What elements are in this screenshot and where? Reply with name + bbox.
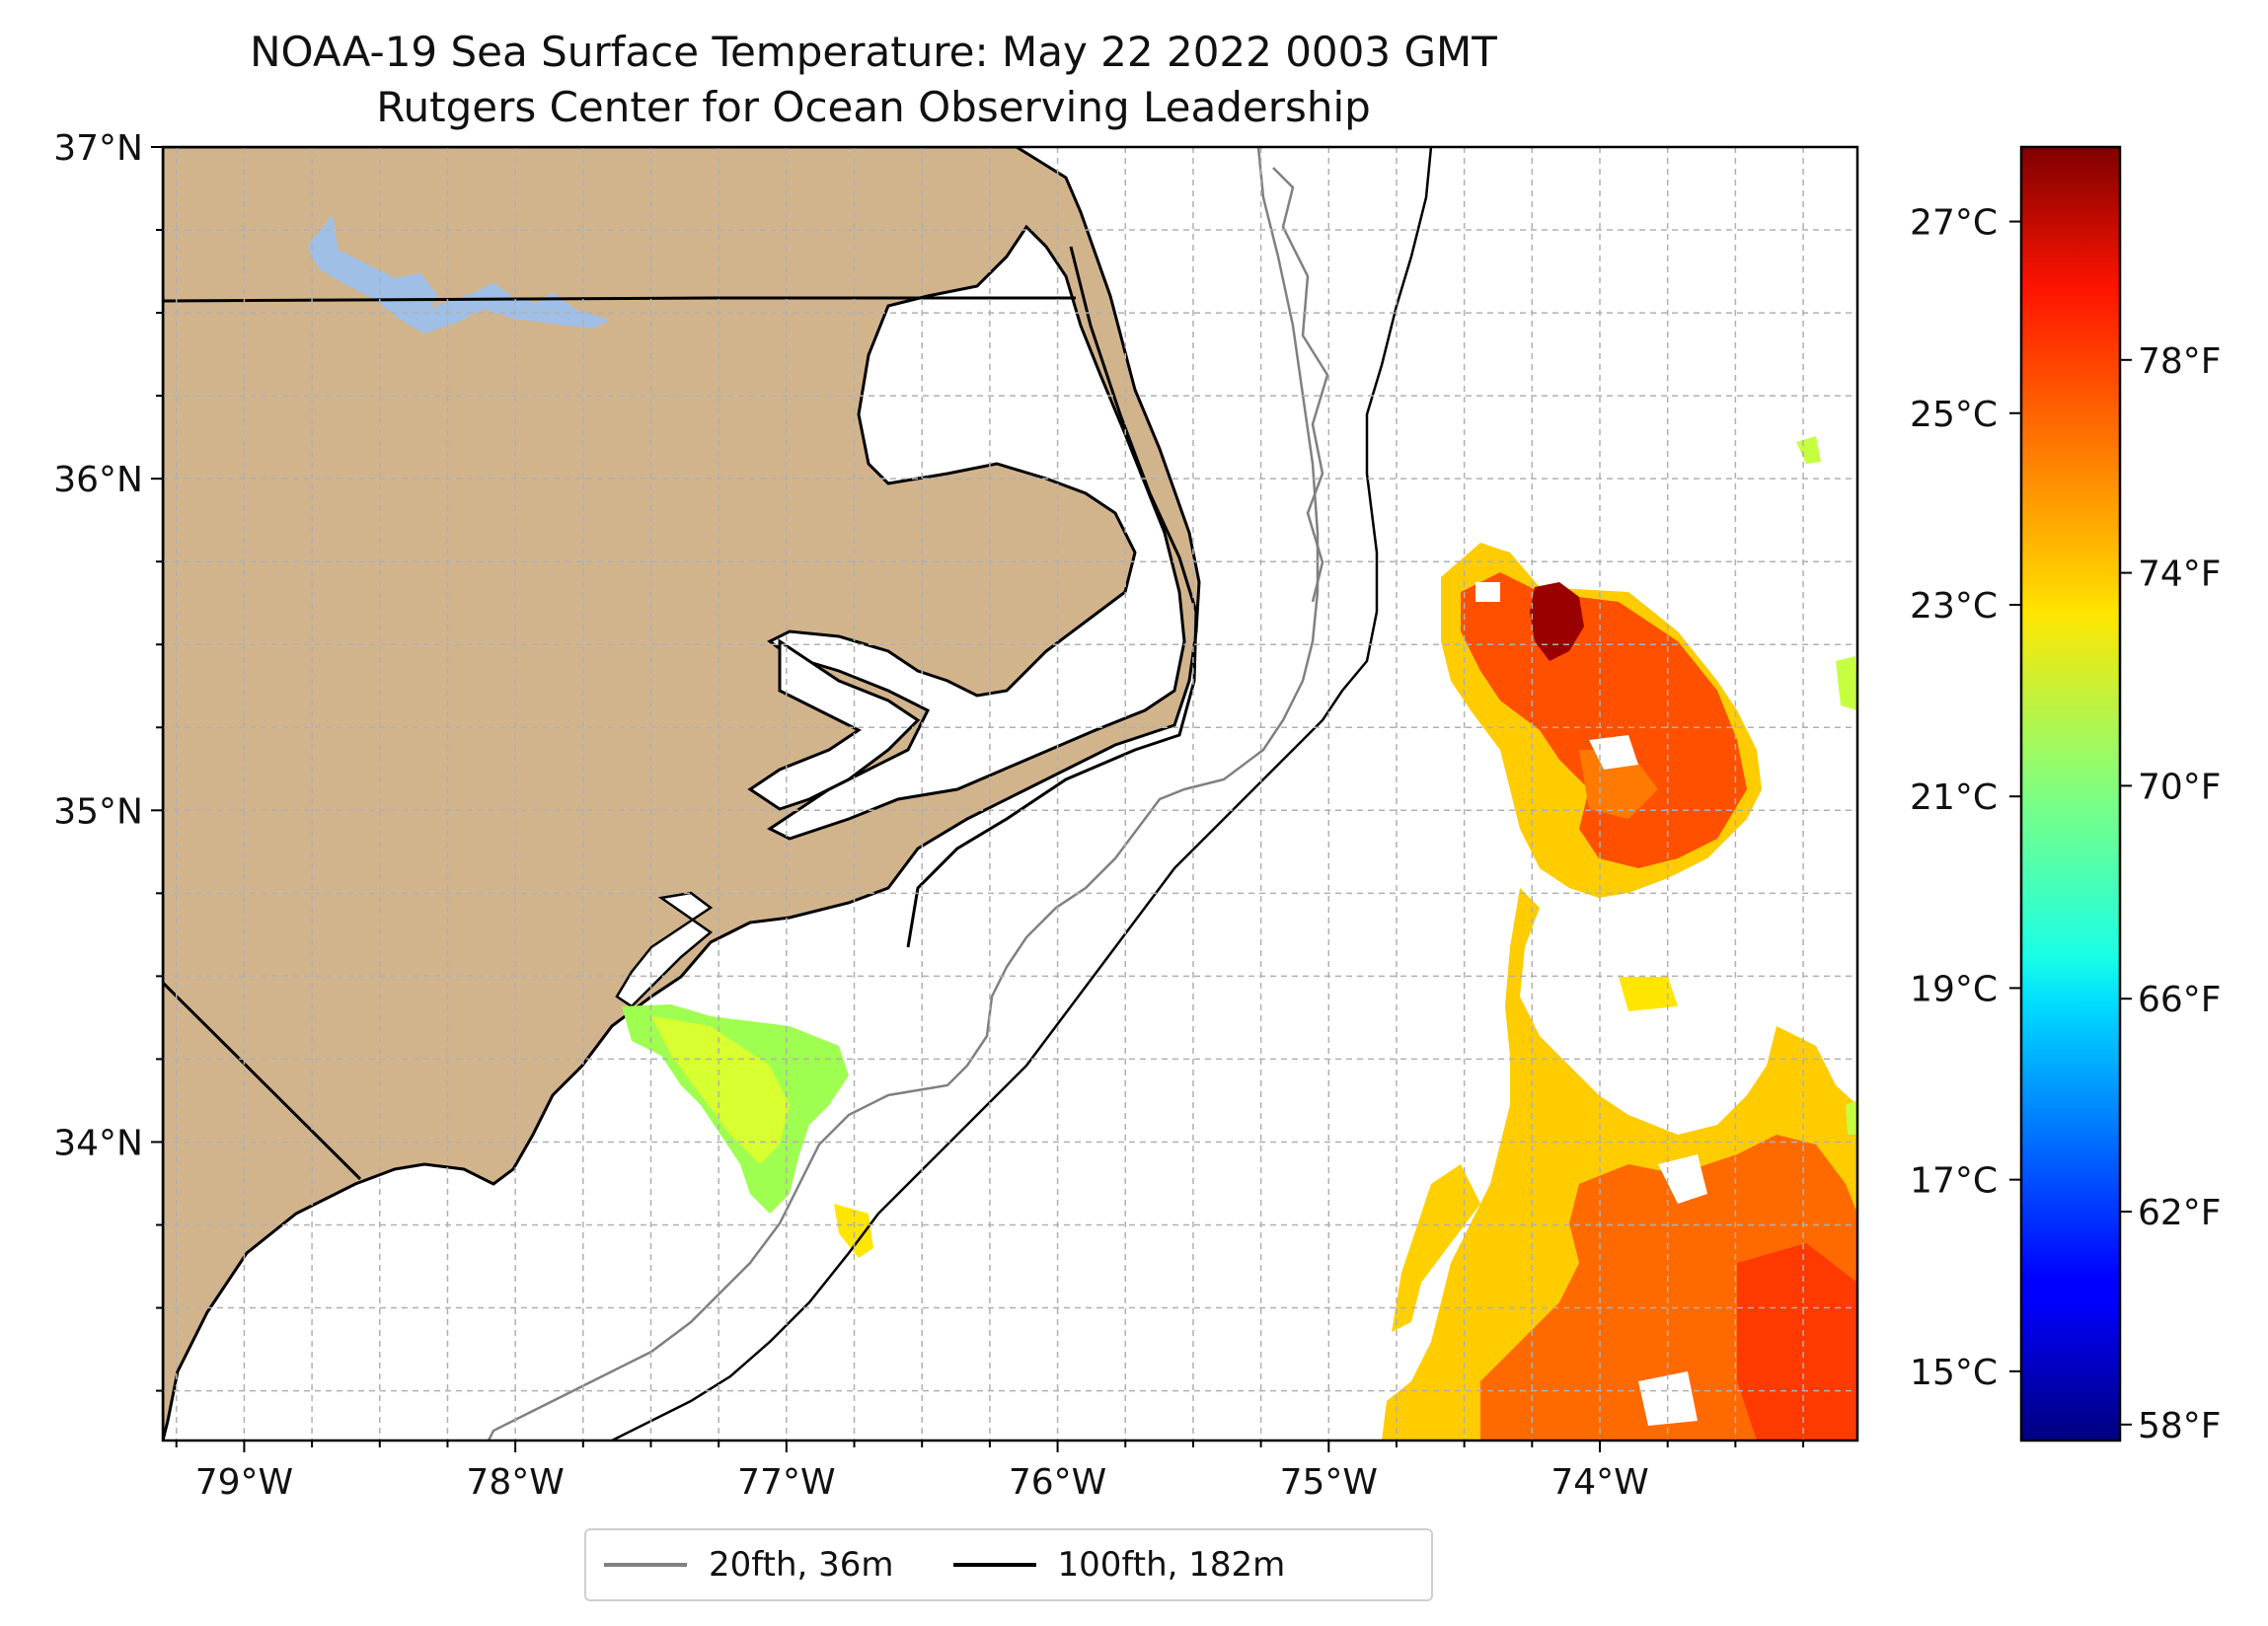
colorbar-celsius-label: 27°C: [1910, 203, 1998, 244]
lon-tick-label: 76°W: [1009, 1462, 1106, 1503]
colorbar-celsius-axis: 27°C 25°C 23°C 21°C 19°C 17°C 15°C: [1910, 203, 2021, 1393]
legend-item-100fth: 100fth, 182m: [952, 1545, 1286, 1585]
legend-label-100fth: 100fth, 182m: [1057, 1545, 1286, 1585]
colorbar-celsius-label: 23°C: [1910, 586, 1998, 627]
lat-tick-label: 34°N: [53, 1123, 143, 1163]
lon-tick-label: 79°W: [195, 1462, 293, 1503]
colorbar-celsius-label: 17°C: [1910, 1161, 1998, 1202]
kerr-lake: [307, 214, 610, 334]
lon-tick-label: 77°W: [737, 1462, 835, 1503]
map-frame: [161, 145, 1859, 1442]
colorbar-fahrenheit-label: 58°F: [2138, 1406, 2222, 1446]
colorbar-fahrenheit-label: 78°F: [2138, 341, 2222, 382]
isobath-20fth: [487, 147, 1320, 1441]
colorbar: [2019, 145, 2122, 1442]
colorbar-fahrenheit-label: 66°F: [2138, 980, 2222, 1020]
colorbar-fahrenheit-label: 62°F: [2138, 1193, 2222, 1233]
colorbar-celsius-label: 19°C: [1910, 969, 1998, 1009]
legend-swatch-20fth: [604, 1563, 687, 1567]
colorbar-celsius-label: 15°C: [1910, 1353, 1998, 1393]
latitude-axis: 37°N 36°N 35°N 34°N: [53, 128, 163, 1392]
longitude-axis: 79°W 78°W 77°W 76°W 75°W 74°W: [175, 1441, 1805, 1503]
colorbar-fahrenheit-axis: 78°F 74°F 70°F 66°F 62°F 58°F: [2120, 341, 2222, 1446]
colorbar-celsius-label: 21°C: [1910, 777, 1998, 818]
lon-tick-label: 74°W: [1550, 1462, 1648, 1503]
lon-tick-label: 75°W: [1280, 1462, 1378, 1503]
map-grid: [163, 147, 1857, 1441]
colorbar-celsius-label: 25°C: [1910, 395, 1998, 435]
isobath-legend: 20fth, 36m 100fth, 182m: [584, 1528, 1433, 1601]
colorbar-fahrenheit-label: 70°F: [2138, 767, 2222, 807]
isobath-100fth: [611, 147, 1433, 1441]
legend-label-20fth: 20fth, 36m: [709, 1545, 894, 1585]
figure-subtitle: Rutgers Center for Ocean Observing Leade…: [376, 83, 1371, 131]
lon-tick-label: 78°W: [466, 1462, 564, 1503]
legend-item-20fth: 20fth, 36m: [604, 1545, 894, 1585]
river-inlet: [615, 891, 714, 1008]
lat-tick-label: 37°N: [53, 128, 143, 169]
va-nc-border: [163, 296, 1076, 303]
isobath-20fth-shoals: [1272, 167, 1329, 603]
nc-sc-border: [163, 981, 362, 1181]
pamlico-sound: [747, 638, 921, 811]
lat-tick-label: 36°N: [53, 460, 143, 500]
lat-tick-label: 35°N: [53, 791, 143, 832]
sst-data: [622, 436, 1857, 1441]
figure-title: NOAA-19 Sea Surface Temperature: May 22 …: [250, 28, 1497, 76]
legend-swatch-100fth: [952, 1563, 1036, 1567]
outer-banks: [906, 246, 1198, 948]
colorbar-fahrenheit-label: 74°F: [2138, 554, 2222, 595]
